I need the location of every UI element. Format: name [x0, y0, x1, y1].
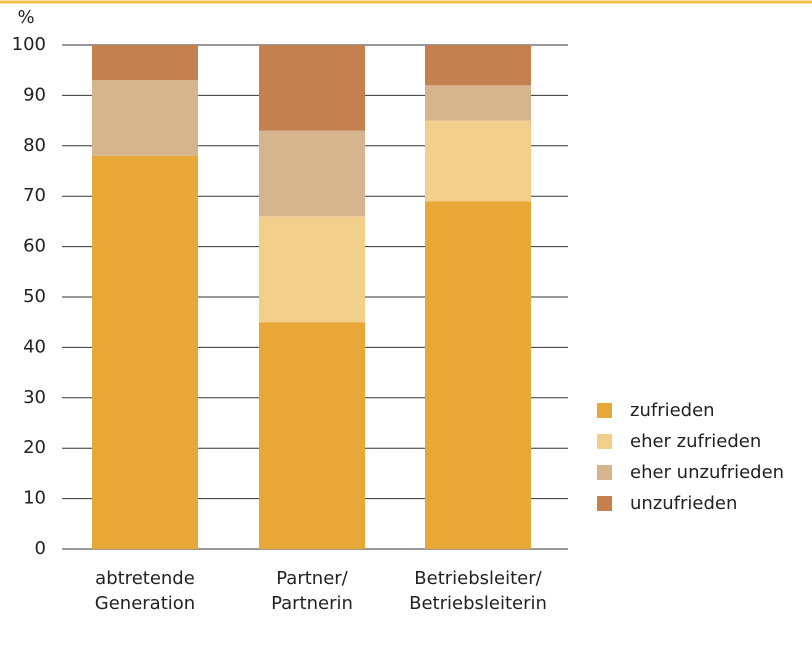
legend-swatch: [597, 496, 612, 511]
bar-segment: [259, 130, 365, 217]
legend-swatch: [597, 434, 612, 449]
y-tick-label: 70: [23, 185, 46, 206]
y-tick-label: 60: [23, 236, 46, 257]
y-tick-label: 50: [23, 286, 46, 307]
legend-label: zufrieden: [630, 400, 715, 421]
legend-label: eher unzufrieden: [630, 462, 784, 483]
y-tick-label: 0: [35, 538, 46, 559]
bar-segment: [425, 201, 531, 550]
y-tick-label: 30: [23, 387, 46, 408]
x-tick-label: Partnerin: [271, 593, 353, 614]
x-tick-label: Betriebsleiterin: [409, 593, 547, 614]
y-tick-label: 80: [23, 135, 46, 156]
legend-label: unzufrieden: [630, 493, 737, 514]
x-tick-label: Partner/: [276, 568, 348, 589]
bar-segment: [92, 155, 198, 549]
x-tick-label: Generation: [95, 593, 195, 614]
bar-segment: [92, 80, 198, 156]
x-tick-label: Betriebsleiter/: [414, 568, 542, 589]
y-tick-label: 100: [12, 34, 46, 55]
y-tick-label: 90: [23, 84, 46, 105]
legend-label: eher zufrieden: [630, 431, 761, 452]
bar-segment: [92, 45, 198, 81]
legend-swatch: [597, 465, 612, 480]
bar-segment: [425, 45, 531, 86]
bar-segment: [425, 120, 531, 202]
y-tick-label: 10: [23, 488, 46, 509]
bar-segment: [259, 45, 365, 131]
bar-segment: [259, 216, 365, 323]
y-tick-label: 20: [23, 437, 46, 458]
bar-segment: [425, 85, 531, 121]
legend-swatch: [597, 403, 612, 418]
x-tick-label: abtretende: [95, 568, 195, 589]
y-unit: %: [17, 7, 34, 28]
bar-segment: [259, 322, 365, 549]
y-tick-label: 40: [23, 336, 46, 357]
